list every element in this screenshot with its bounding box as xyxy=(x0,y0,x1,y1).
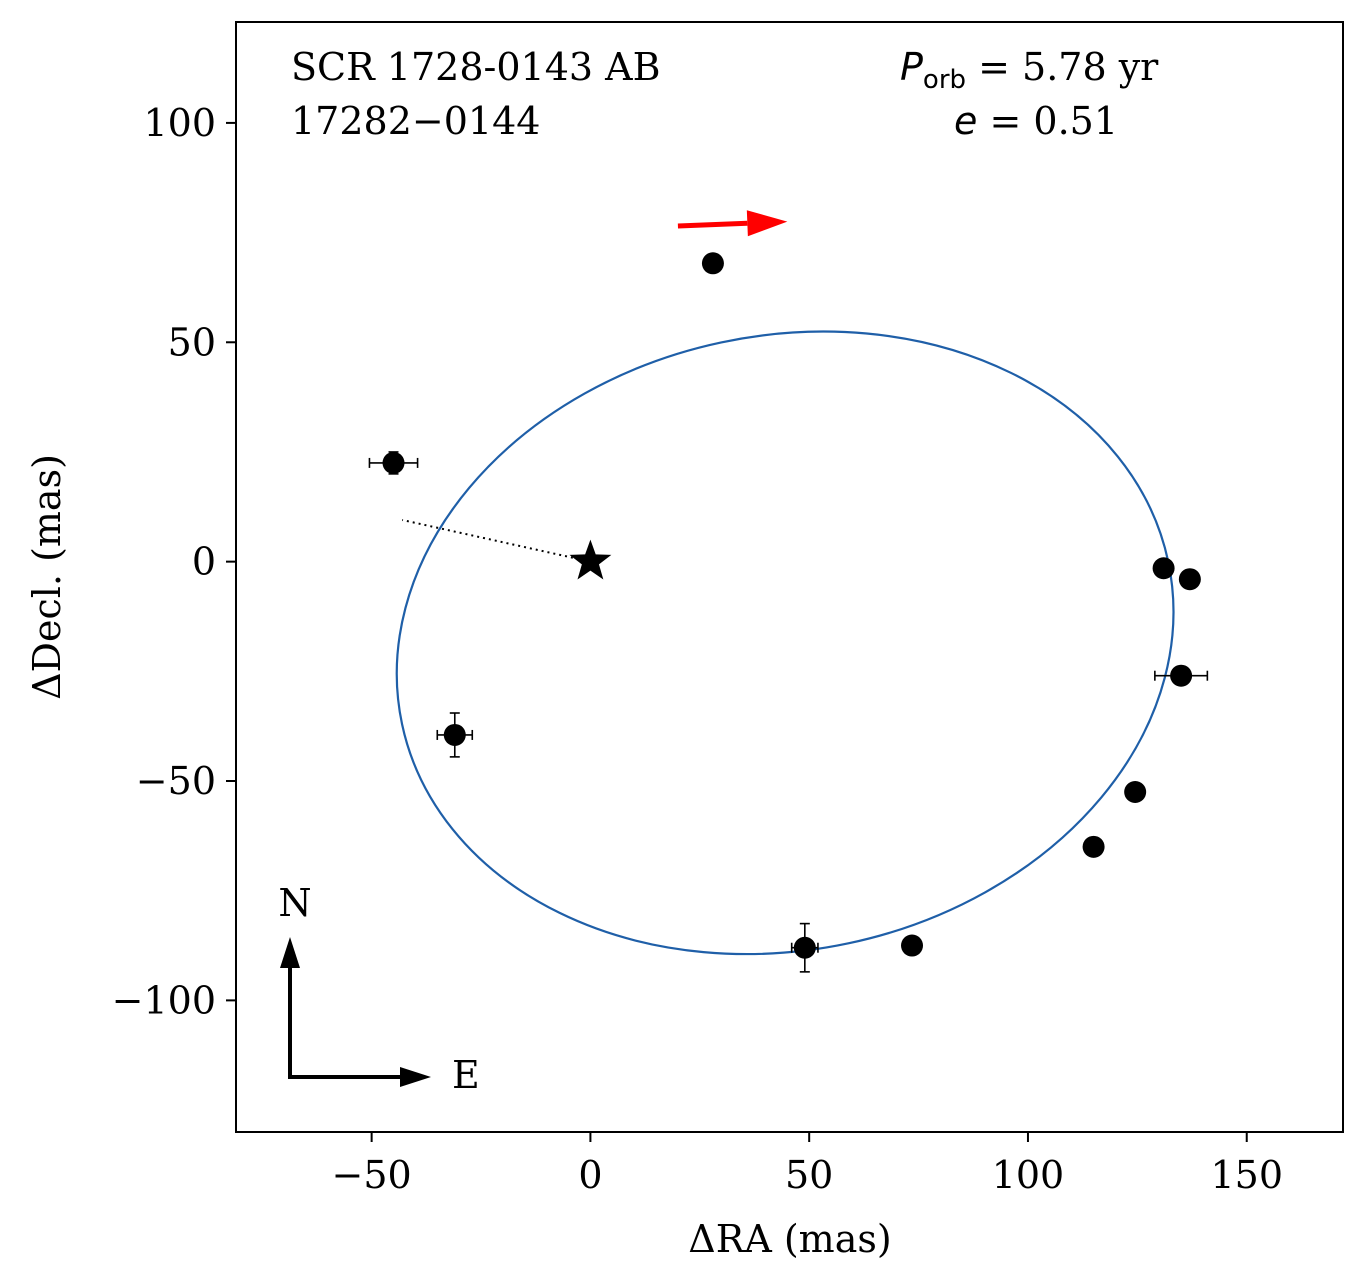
y-tick-label: 0 xyxy=(192,540,216,584)
data-point-marker xyxy=(1152,557,1175,580)
y-axis-title: ΔDecl. (mas) xyxy=(25,454,69,700)
y-tick-label: −50 xyxy=(136,759,216,803)
period-value: = 5.78 yr xyxy=(966,45,1159,89)
data-point xyxy=(436,712,474,758)
compass-north-label: N xyxy=(278,881,311,925)
data-point-marker xyxy=(1170,664,1193,687)
data-point-marker xyxy=(382,451,405,474)
primary-star-marker xyxy=(569,539,612,580)
system-name: SCR 1728-0143 AB xyxy=(291,45,661,89)
plot-frame xyxy=(235,21,1344,1133)
period-label: Porb = 5.78 yr xyxy=(900,45,1159,95)
data-point-marker xyxy=(793,936,816,959)
data-point xyxy=(368,451,419,475)
data-point-marker xyxy=(1178,568,1201,591)
eccentricity-label: e = 0.51 xyxy=(954,99,1118,143)
direction-arrow-shaft xyxy=(677,220,748,229)
x-tick-label: −50 xyxy=(332,1153,412,1197)
direction-arrow-head xyxy=(746,210,788,237)
compass-east-arrowhead xyxy=(400,1067,431,1087)
x-axis-title: ΔRA (mas) xyxy=(688,1217,891,1261)
x-axis-ticks: −50 0 50 100 150 xyxy=(332,1132,1283,1197)
data-point xyxy=(1154,664,1209,687)
y-axis-ticks: −100 −50 0 50 100 xyxy=(112,101,236,1022)
y-tick-label: 50 xyxy=(168,320,216,364)
compass-north-arrowhead xyxy=(280,937,300,968)
data-point xyxy=(1178,568,1201,591)
x-tick-label: 100 xyxy=(992,1153,1065,1197)
x-tick-label: 150 xyxy=(1210,1153,1283,1197)
data-point xyxy=(701,252,724,275)
data-point xyxy=(901,934,924,957)
period-subscript: orb xyxy=(923,65,966,95)
system-wds-id: 17282−0144 xyxy=(291,99,540,143)
eccentricity-value: = 0.51 xyxy=(977,99,1118,143)
x-tick-label: 0 xyxy=(578,1153,602,1197)
data-point-marker xyxy=(1082,835,1105,858)
periastron-line xyxy=(402,518,591,563)
orbit-ellipse xyxy=(395,330,1175,956)
eccentricity-symbol: e xyxy=(954,99,977,143)
x-tick-label: 50 xyxy=(785,1153,833,1197)
data-point-marker xyxy=(443,723,466,746)
y-tick-label: −100 xyxy=(112,978,216,1022)
data-point-marker xyxy=(1124,780,1147,803)
y-tick-label: 100 xyxy=(143,101,216,145)
orbit-direction-arrow xyxy=(677,210,788,237)
data-point xyxy=(790,922,819,973)
data-point xyxy=(1082,835,1105,858)
data-point-marker xyxy=(901,934,924,957)
data-point xyxy=(1152,557,1175,580)
astrometry-points xyxy=(368,252,1209,973)
data-point-marker xyxy=(701,252,724,275)
compass-east-label: E xyxy=(452,1053,480,1097)
compass: N E xyxy=(278,881,479,1097)
period-symbol: P xyxy=(900,45,923,89)
data-point xyxy=(1124,780,1147,803)
